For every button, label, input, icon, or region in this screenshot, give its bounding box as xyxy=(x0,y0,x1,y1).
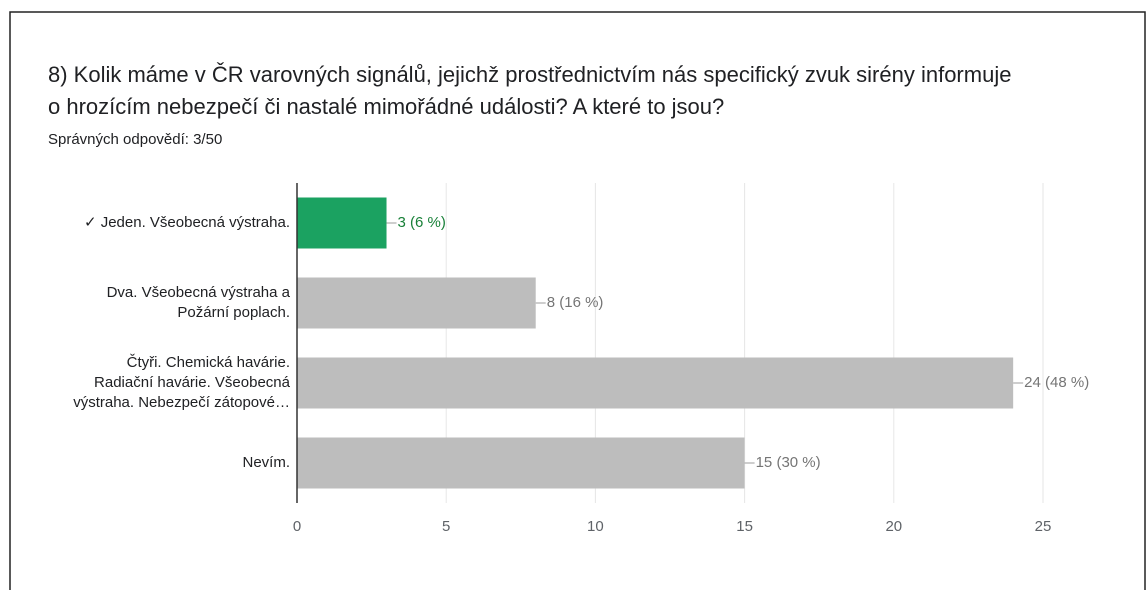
x-tick-label: 15 xyxy=(736,518,753,535)
x-tick-label: 20 xyxy=(885,518,902,535)
value-label: 3 (6 %) xyxy=(398,214,446,231)
bar xyxy=(297,357,1014,409)
value-label: 8 (16 %) xyxy=(547,294,604,311)
card xyxy=(9,11,1146,590)
y-tick-label: výstraha. Nebezpečí zátopové… xyxy=(73,394,290,411)
y-tick-label: Radiační havárie. Všeobecná xyxy=(94,374,291,391)
x-tick-label: 0 xyxy=(293,518,301,535)
bar xyxy=(297,277,536,329)
chart-title: 8) Kolik máme v ČR varovných signálů, je… xyxy=(48,62,1011,87)
value-label: 24 (48 %) xyxy=(1024,374,1089,391)
x-tick-label: 5 xyxy=(442,518,450,535)
y-tick-label: Dva. Všeobecná výstraha a xyxy=(107,284,291,301)
y-tick-label: Požární poplach. xyxy=(177,304,290,321)
subtitle: Správných odpovědí: 3/50 xyxy=(48,131,222,148)
bar xyxy=(297,437,745,489)
x-tick-label: 10 xyxy=(587,518,604,535)
y-tick-label: ✓ Jeden. Všeobecná výstraha. xyxy=(84,214,290,231)
bar xyxy=(297,197,387,249)
y-tick-label: Čtyři. Chemická havárie. xyxy=(127,354,290,371)
chart-title: o hrozícím nebezpečí či nastalé mimořádn… xyxy=(48,94,724,119)
x-tick-label: 25 xyxy=(1035,518,1052,535)
y-tick-label: Nevím. xyxy=(242,454,290,471)
value-label: 15 (30 %) xyxy=(756,454,821,471)
